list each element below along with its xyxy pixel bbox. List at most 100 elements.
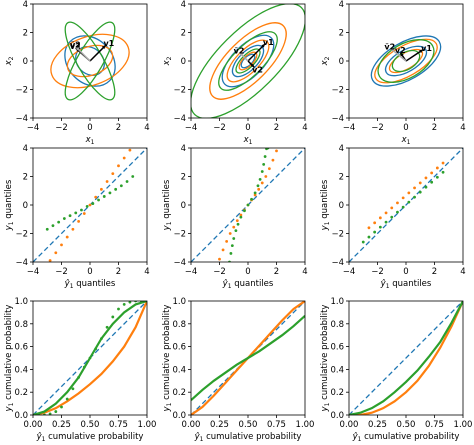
- point-green: [122, 303, 126, 306]
- x-tick-label: −2: [371, 267, 384, 277]
- y-tick-label: 0: [181, 57, 186, 67]
- point-orange: [232, 225, 236, 229]
- y-tick-label: 2: [23, 173, 28, 183]
- point-orange: [225, 239, 229, 243]
- plot-area: [349, 301, 463, 415]
- point-green: [45, 227, 49, 231]
- point-green: [65, 397, 69, 401]
- point-green: [418, 190, 422, 194]
- y-tick-label: −2: [331, 86, 344, 96]
- ellipse-blue: [384, 45, 428, 77]
- point-green: [373, 230, 377, 234]
- y-tick-label: 0.2: [330, 388, 344, 398]
- y-tick-label: 0.4: [330, 365, 344, 375]
- y-tick-label: 1.0: [172, 297, 186, 307]
- point-green: [407, 200, 411, 204]
- y-tick-label: 4: [23, 0, 28, 10]
- point-green: [435, 175, 439, 179]
- point-orange: [267, 167, 271, 171]
- x-axis-label: x1: [243, 135, 253, 146]
- x-axis-label: ŷ1 cumulative probability: [36, 432, 144, 443]
- ellipse-blue: [370, 35, 442, 87]
- subplot-2-1: −4 −2 0 2 4 −4 −2 0 2 4 ŷ1 quantiles y1 quantiles: [4, 144, 150, 290]
- x-axis-label: ŷ1 quantiles: [380, 279, 432, 290]
- point-orange: [401, 196, 405, 200]
- y-tick-label: 0.8: [172, 320, 186, 330]
- vector-arrowhead: [101, 45, 106, 50]
- vector-label: ṽ2: [234, 46, 245, 55]
- series-line-green: [349, 301, 463, 415]
- y-tick-label: 2: [181, 173, 186, 183]
- x-tick-label: −2: [55, 123, 68, 133]
- point-green: [68, 214, 72, 218]
- y-axis-label: y1 cumulative probability: [4, 305, 15, 413]
- y-axis-label: y1 cumulative probability: [162, 305, 173, 413]
- x-tick-label: 0.50: [397, 420, 416, 430]
- point-orange: [122, 156, 126, 160]
- point-orange: [228, 232, 232, 235]
- point-green: [234, 229, 238, 233]
- point-green: [131, 175, 135, 178]
- x-tick-label: 0.75: [267, 420, 286, 430]
- vector-arrow: [247, 43, 266, 62]
- point-orange: [257, 187, 261, 191]
- point-green: [258, 177, 262, 181]
- vector-arrowhead: [419, 49, 424, 54]
- ellipse-green: [64, 21, 116, 101]
- point-orange: [430, 171, 434, 175]
- vector-label: v2: [70, 42, 81, 51]
- x-tick-label: −4: [343, 123, 356, 133]
- series-line-blue: [349, 148, 463, 262]
- point-green: [441, 170, 445, 174]
- y-axis-label: x2: [162, 56, 173, 66]
- point-green: [367, 235, 371, 239]
- point-green: [88, 356, 92, 360]
- point-green: [102, 195, 106, 198]
- y-tick-label: 4: [339, 144, 344, 154]
- point-green: [262, 162, 266, 166]
- point-orange: [418, 181, 422, 185]
- point-green: [100, 337, 103, 341]
- y-tick-label: 2: [339, 173, 344, 183]
- point-green: [114, 187, 118, 191]
- point-orange: [260, 181, 264, 185]
- point-green: [361, 240, 365, 244]
- x-tick-label: 0: [87, 123, 92, 133]
- y-tick-label: 0.2: [172, 388, 186, 398]
- y-tick-label: 1.0: [14, 297, 28, 307]
- y-tick-label: −4: [15, 114, 28, 124]
- x-tick-label: 0.00: [340, 420, 359, 430]
- vector-arrowhead: [400, 52, 404, 57]
- point-orange: [77, 219, 80, 223]
- x-tick-label: 0.25: [368, 420, 387, 430]
- x-tick-label: 4: [302, 123, 307, 133]
- ellipse-green: [191, 4, 305, 118]
- point-green: [85, 205, 89, 208]
- x-tick-label: 0.25: [52, 420, 71, 430]
- y-tick-label: 0.6: [14, 343, 28, 353]
- y-tick-label: −2: [173, 230, 186, 240]
- ellipse-orange: [374, 38, 438, 84]
- x-axis-label: ŷ1 cumulative probability: [194, 432, 302, 443]
- ellipse-orange: [50, 33, 130, 89]
- y-tick-label: 0.2: [14, 388, 28, 398]
- x-tick-label: 4: [302, 267, 307, 277]
- x-tick-label: 0: [403, 123, 408, 133]
- x-tick-label: 0.25: [210, 420, 229, 430]
- point-orange: [435, 166, 439, 170]
- ellipse-green: [64, 21, 116, 101]
- point-green: [97, 198, 100, 202]
- point-green: [378, 225, 382, 229]
- vector-label: ṽ2: [70, 41, 81, 50]
- series-line-green: [191, 315, 305, 401]
- plot-area: [191, 301, 305, 415]
- y-tick-label: 0.0: [172, 411, 186, 421]
- subplot-3-2: 0.00 0.25 0.50 0.75 1.00 0.0 0.2 0.4 0.6 0.8 1.0 ŷ1…: [162, 297, 314, 443]
- x-axis-label: ŷ1 quantiles: [222, 279, 274, 290]
- y-tick-label: 0.4: [14, 365, 28, 375]
- y-tick-label: 0: [181, 201, 186, 211]
- x-tick-label: 0: [245, 267, 250, 277]
- vector-label: v2: [395, 46, 406, 55]
